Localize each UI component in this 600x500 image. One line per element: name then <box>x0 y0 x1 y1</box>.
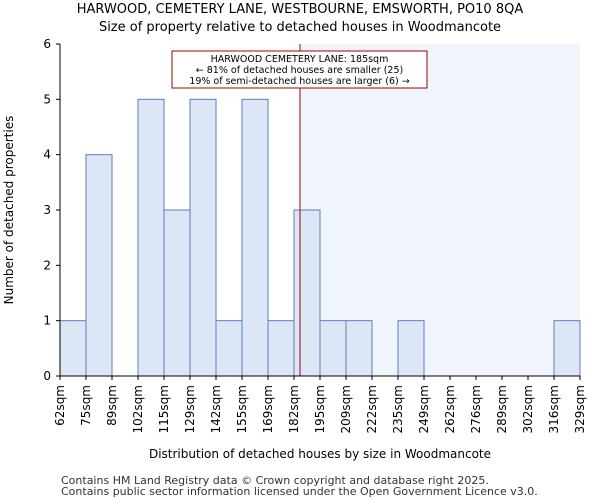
x-tick-label: 302sqm <box>521 385 535 433</box>
y-tick-label: 1 <box>43 314 51 328</box>
bar-155sqm <box>241 98 269 377</box>
chart-title-address: HARWOOD, CEMETERY LANE, WESTBOURNE, EMSW… <box>76 2 524 17</box>
y-tick-label: 0 <box>43 369 51 383</box>
annotation-line-1: HARWOOD CEMETERY LANE: 185sqm <box>211 54 389 65</box>
x-tick-label: 222sqm <box>365 385 379 433</box>
x-tick-label: 289sqm <box>495 385 509 433</box>
y-ticks-group: 0 1 2 3 4 5 6 <box>43 37 60 383</box>
x-tick-label: 115sqm <box>157 385 171 433</box>
x-tick-label: 129sqm <box>183 385 197 433</box>
bar-115sqm <box>163 209 191 377</box>
bar-182sqm <box>293 209 321 377</box>
x-tick-label: 155sqm <box>235 385 249 433</box>
annotation-line-2: ← 81% of detached houses are smaller (25… <box>196 65 403 76</box>
x-tick-label: 102sqm <box>131 385 145 433</box>
bar-316sqm <box>553 320 581 377</box>
y-tick-label: 4 <box>43 148 51 162</box>
y-tick-label: 2 <box>43 258 51 272</box>
footer-licence: Contains public sector information licen… <box>61 485 538 498</box>
x-tick-label: 249sqm <box>417 385 431 433</box>
y-tick-label: 6 <box>43 37 51 51</box>
bar-102sqm <box>137 98 165 377</box>
bar-75sqm <box>85 154 113 377</box>
x-tick-label: 329sqm <box>573 385 587 433</box>
x-tick-label: 89sqm <box>105 385 119 426</box>
bar-195sqm <box>319 320 347 377</box>
bar-142sqm <box>215 320 243 377</box>
x-tick-label: 142sqm <box>209 385 223 433</box>
x-tick-label: 195sqm <box>313 385 327 433</box>
x-tick-label: 276sqm <box>469 385 483 433</box>
bar-129sqm <box>189 98 217 377</box>
y-axis-label: Number of detached properties <box>2 116 16 305</box>
bar-209sqm <box>345 320 373 377</box>
bar-235sqm <box>397 320 425 377</box>
x-tick-label: 182sqm <box>287 385 301 433</box>
annotation-box <box>171 50 428 89</box>
x-tick-label: 62sqm <box>53 385 67 426</box>
chart-title-subtitle: Size of property relative to detached ho… <box>98 20 502 35</box>
y-tick-label: 3 <box>43 203 51 217</box>
x-ticks-group: 62sqm 75sqm 89sqm 102sqm 115sqm 129sqm 142sqm 1… <box>53 376 587 433</box>
bar-62sqm <box>59 320 87 377</box>
marker-annotation: HARWOOD CEMETERY LANE: 185sqm ← 81% of d… <box>171 50 428 89</box>
bars-group <box>59 98 581 377</box>
x-tick-label: 262sqm <box>443 385 457 433</box>
bar-169sqm <box>267 320 295 377</box>
x-tick-label: 316sqm <box>547 385 561 433</box>
footer-copyright: Contains HM Land Registry data © Crown c… <box>61 474 489 487</box>
annotation-line-3: 19% of semi-detached houses are larger (… <box>189 76 409 87</box>
x-axis-label: Distribution of detached houses by size … <box>149 447 491 461</box>
x-tick-label: 209sqm <box>339 385 353 433</box>
x-tick-label: 75sqm <box>79 385 93 426</box>
x-tick-label: 235sqm <box>391 385 405 433</box>
y-tick-label: 5 <box>43 92 51 106</box>
x-tick-label: 169sqm <box>261 385 275 433</box>
histogram-chart: 0 1 2 3 4 5 6 62sqm 75sqm 89sqm 102sqm 115sqm 129sq… <box>2 37 587 461</box>
